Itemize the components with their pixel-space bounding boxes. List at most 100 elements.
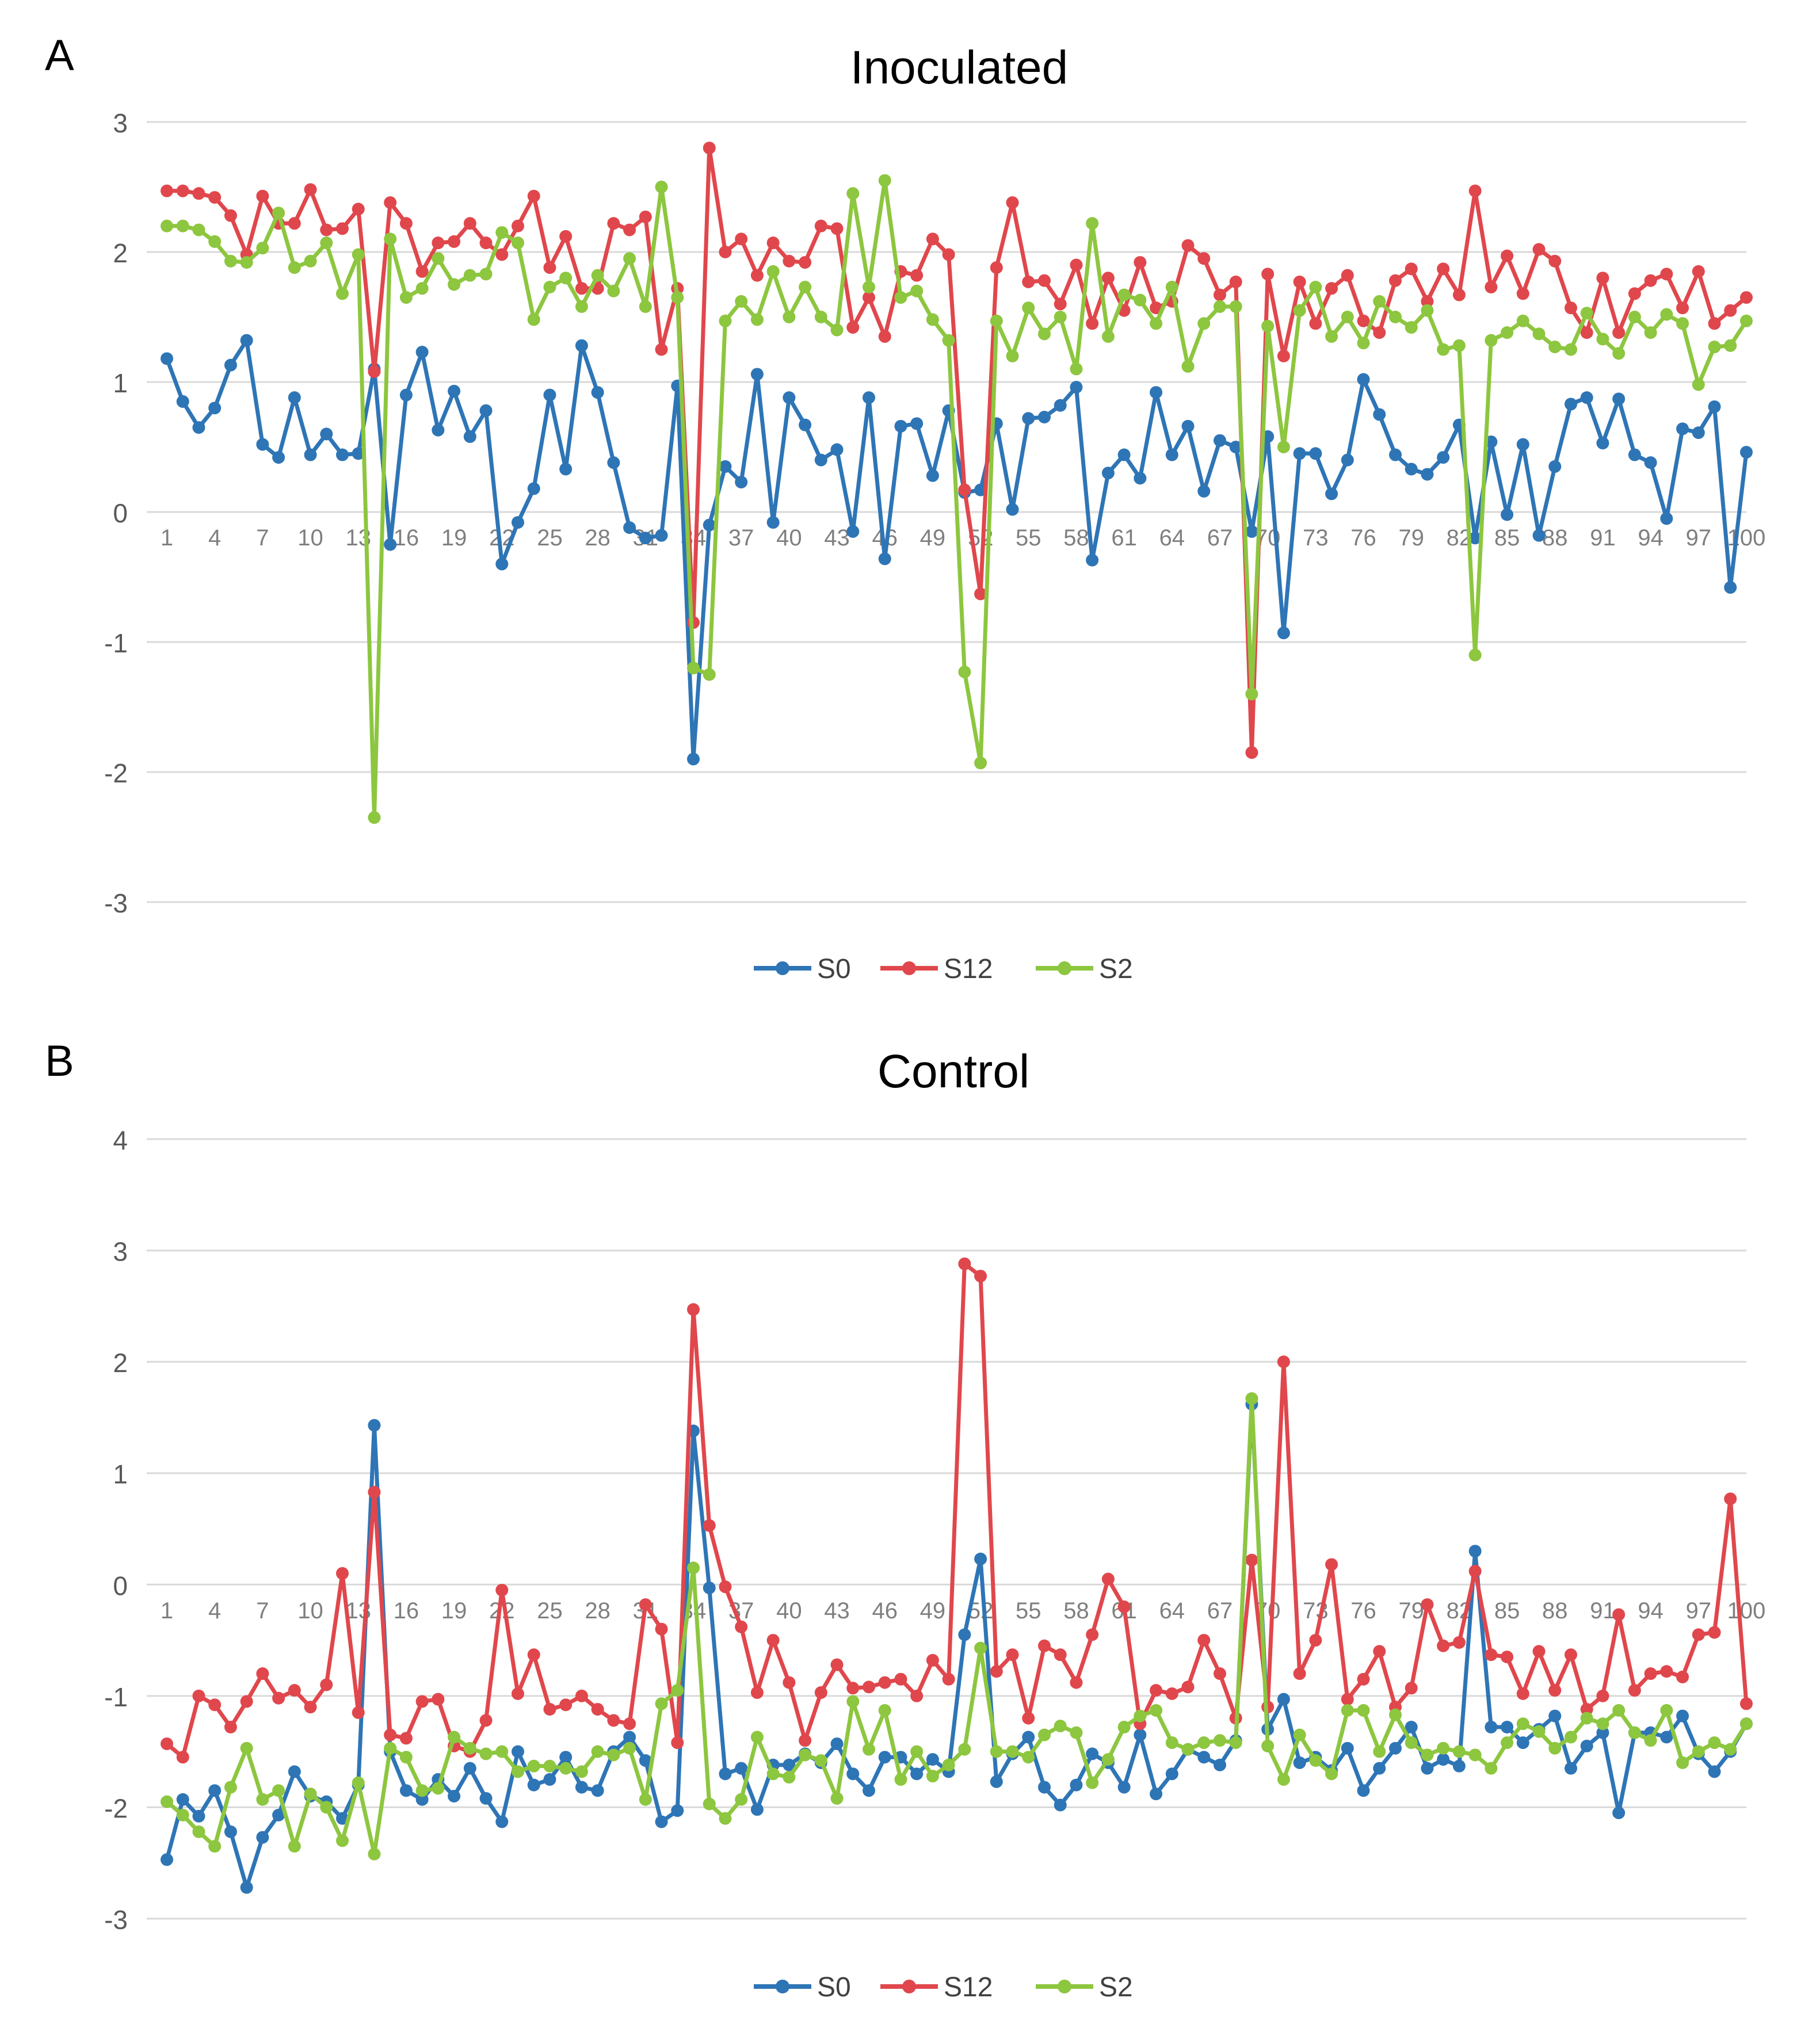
data-point [1565, 398, 1577, 411]
data-point [1150, 386, 1163, 399]
data-point [1612, 326, 1626, 339]
data-point [463, 217, 476, 230]
data-point [1501, 326, 1514, 339]
x-axis-ticks: 1471013161922252831343740434649525558616… [161, 525, 1766, 551]
data-point [432, 236, 445, 250]
data-point [687, 1561, 700, 1575]
data-point [814, 219, 827, 232]
data-point [399, 217, 413, 230]
data-point [256, 1831, 269, 1844]
data-point [1006, 349, 1019, 362]
data-point [192, 187, 205, 200]
data-point [1309, 1634, 1322, 1647]
data-point [846, 187, 860, 200]
data-point [495, 248, 509, 261]
data-point [304, 1701, 317, 1714]
legend-label: S0 [817, 1972, 851, 2003]
data-point [1596, 272, 1609, 285]
data-point [1676, 422, 1689, 436]
data-point [655, 1697, 668, 1710]
x-tick-label: 49 [920, 525, 946, 551]
data-point [814, 453, 827, 467]
x-tick-label: 10 [297, 525, 323, 551]
data-point [463, 269, 476, 282]
x-tick-label: 76 [1350, 525, 1376, 551]
data-point [671, 1736, 684, 1749]
x-tick-label: 43 [824, 1598, 850, 1624]
data-point [1006, 503, 1019, 516]
legend-marker [902, 1980, 916, 1993]
data-point [1277, 1773, 1290, 1786]
x-tick-label: 43 [824, 525, 850, 551]
data-point [1261, 319, 1275, 333]
legend-item-s2: S2 [1036, 1972, 1133, 2003]
data-point [1101, 272, 1115, 285]
data-point [1086, 1747, 1099, 1760]
data-point [1117, 288, 1131, 301]
data-point [1740, 1697, 1753, 1710]
x-tick-label: 64 [1159, 525, 1185, 551]
data-point [1214, 1758, 1226, 1771]
data-point [1389, 1708, 1402, 1721]
legend-marker [902, 961, 916, 975]
data-point [1229, 275, 1242, 288]
data-point [1181, 239, 1195, 252]
data-point [1501, 1651, 1514, 1664]
data-point [1150, 1787, 1163, 1801]
data-point [1580, 326, 1593, 339]
panel-letter: A [45, 31, 74, 80]
legend-item-s12: S12 [880, 954, 993, 984]
data-point [1516, 314, 1529, 327]
x-tick-label: 58 [1063, 525, 1089, 551]
data-point [527, 1759, 540, 1773]
data-point [1038, 327, 1051, 341]
data-point [1341, 1741, 1354, 1755]
data-point [1405, 1682, 1418, 1695]
data-point [1628, 1684, 1641, 1697]
data-point [1516, 1736, 1529, 1749]
x-tick-label: 76 [1350, 1598, 1376, 1624]
data-point [543, 1759, 556, 1773]
data-point [1134, 1728, 1147, 1741]
data-point [607, 284, 620, 297]
data-point [1389, 311, 1402, 323]
data-point [1357, 314, 1370, 327]
data-point [256, 242, 269, 255]
y-tick-label: 0 [113, 498, 128, 528]
data-point [1150, 1704, 1163, 1717]
legend-label: S2 [1099, 1972, 1133, 2003]
data-point [1038, 411, 1051, 424]
data-point [1197, 1751, 1211, 1764]
data-point [878, 552, 891, 566]
data-point [479, 1747, 493, 1760]
data-point [336, 222, 349, 235]
data-point [1277, 627, 1290, 640]
data-point [1325, 1558, 1338, 1571]
data-point [1421, 1762, 1434, 1775]
data-point [415, 282, 429, 295]
data-point [1245, 525, 1258, 538]
data-point [1341, 311, 1354, 323]
data-point [1437, 343, 1450, 356]
x-tick-label: 10 [297, 1598, 323, 1624]
data-point [224, 254, 237, 268]
data-point [1086, 1776, 1099, 1789]
data-point [1405, 321, 1418, 334]
data-point [1261, 268, 1275, 281]
data-point [1245, 1392, 1258, 1405]
data-point [1325, 487, 1338, 501]
data-point [1373, 295, 1386, 308]
data-point [559, 1698, 573, 1712]
legend-item-s0: S0 [754, 1972, 851, 2003]
data-point [1070, 1676, 1083, 1689]
data-point [512, 236, 524, 250]
data-point [766, 516, 780, 529]
data-point [399, 388, 413, 402]
data-point [1405, 1736, 1418, 1749]
data-point [272, 1808, 285, 1821]
data-point [1341, 453, 1354, 467]
data-point [926, 469, 939, 482]
data-point [543, 388, 556, 402]
data-point [639, 1793, 652, 1806]
data-point [161, 1853, 173, 1866]
